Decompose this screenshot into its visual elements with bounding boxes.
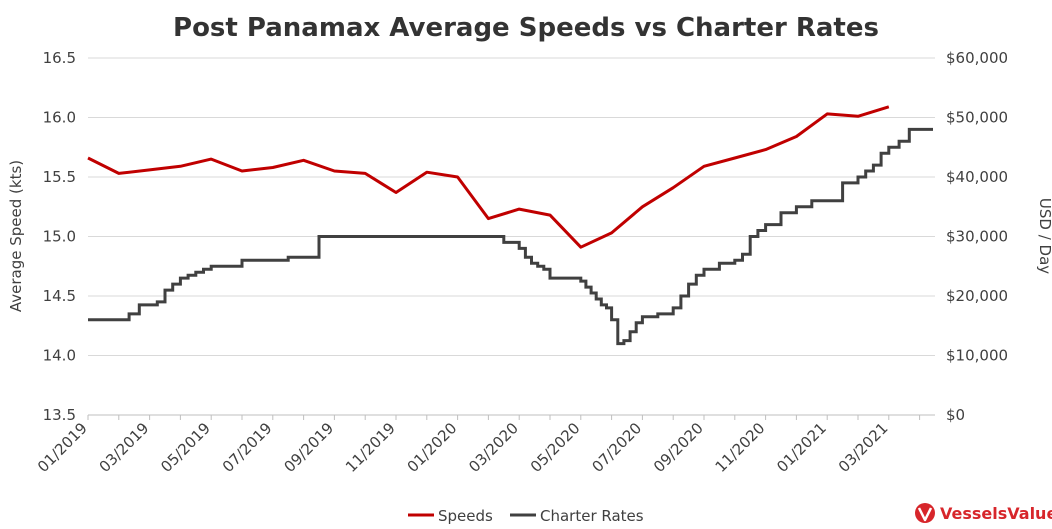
right-axis-ticks: $0 $10,000 $20,000 $30,000 $40,000 $50,000 $60…	[946, 49, 1008, 424]
brand-name: VesselsValue	[940, 504, 1052, 523]
right-tick-label: $30,000	[946, 228, 1008, 246]
left-axis-ticks: 13.5 14.0 14.5 15.0 15.5 16.0 16.5	[43, 49, 76, 424]
legend-label-speeds: Speeds	[438, 507, 493, 525]
x-tick-label: 01/2020	[404, 419, 461, 476]
right-tick-label: $40,000	[946, 168, 1008, 186]
left-tick-label: 15.5	[43, 168, 76, 186]
left-axis-label: Average Speed (kts)	[7, 160, 25, 312]
chart-title: Post Panamax Average Speeds vs Charter R…	[173, 13, 879, 43]
x-tick-label: 03/2021	[835, 419, 892, 476]
x-tick-label: 01/2021	[773, 419, 830, 476]
right-tick-label: $0	[946, 406, 965, 424]
right-tick-label: $60,000	[946, 49, 1008, 67]
right-axis-label: USD / Day	[1036, 198, 1052, 274]
left-tick-label: 16.5	[43, 49, 76, 67]
left-tick-label: 14.0	[43, 347, 76, 365]
left-tick-label: 14.5	[43, 287, 76, 305]
x-tick-label: 11/2020	[712, 419, 769, 476]
x-axis-ticks: 01/2019 03/2019 05/2019 07/2019 09/2019 11/20…	[34, 415, 921, 476]
brand-logo: VesselsValue	[915, 503, 1052, 523]
x-tick-label: 11/2019	[342, 419, 399, 476]
right-tick-label: $50,000	[946, 109, 1008, 127]
x-tick-label: 07/2019	[219, 419, 276, 476]
x-tick-label: 05/2020	[527, 419, 584, 476]
legend-label-charter-rates: Charter Rates	[540, 507, 644, 525]
x-tick-label: 03/2019	[96, 419, 153, 476]
left-tick-label: 15.0	[43, 228, 76, 246]
legend: Speeds Charter Rates	[408, 507, 644, 525]
series-charter-rates-line	[88, 127, 933, 346]
logo-v-mark	[917, 507, 933, 522]
x-tick-label: 05/2019	[157, 419, 214, 476]
right-tick-label: $20,000	[946, 287, 1008, 305]
legend-item-speeds[interactable]: Speeds	[408, 507, 493, 525]
left-tick-label: 13.5	[43, 406, 76, 424]
right-tick-label: $10,000	[946, 347, 1008, 365]
legend-item-charter-rates[interactable]: Charter Rates	[510, 507, 644, 525]
x-tick-label: 09/2019	[280, 419, 337, 476]
x-tick-label: 01/2019	[34, 419, 91, 476]
left-tick-label: 16.0	[43, 109, 76, 127]
series-layer	[87, 105, 933, 346]
x-tick-label: 09/2020	[650, 419, 707, 476]
x-tick-label: 03/2020	[465, 419, 522, 476]
gridlines	[88, 57, 935, 416]
x-tick-label: 07/2020	[588, 419, 645, 476]
